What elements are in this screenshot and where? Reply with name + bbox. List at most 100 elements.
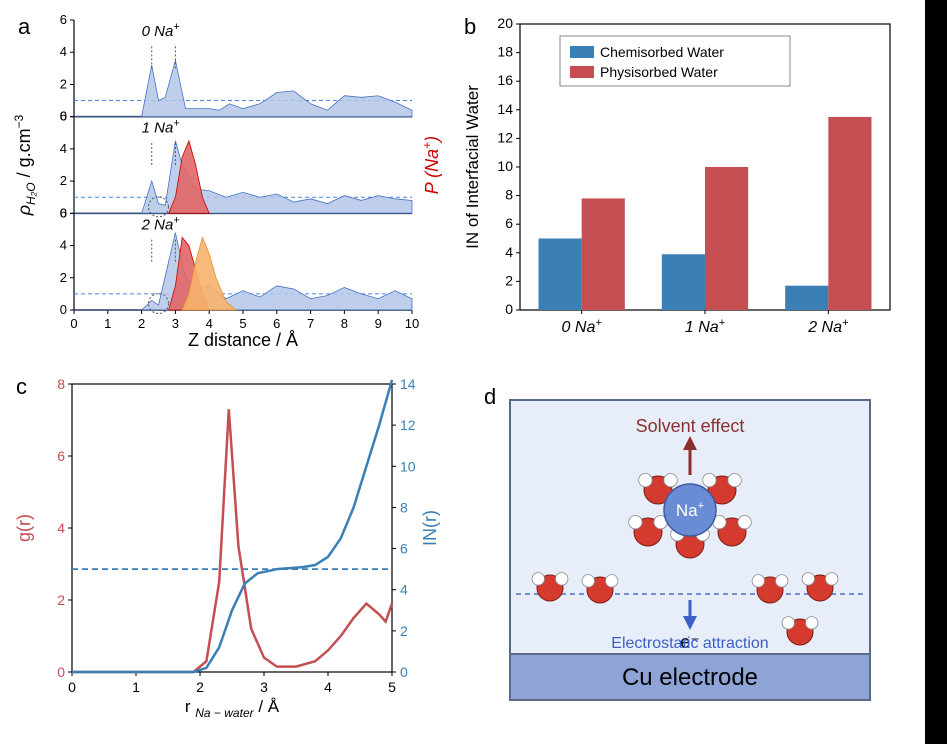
- svg-text:1: 1: [104, 316, 111, 331]
- svg-text:2: 2: [505, 272, 513, 288]
- panel-d: dCu electrodee⁻Solvent effectNa+Electros…: [480, 380, 900, 720]
- svg-text:5: 5: [388, 679, 396, 695]
- svg-text:4: 4: [400, 582, 408, 598]
- hydrogen-atom: [582, 575, 594, 587]
- bar-chemisorbed: [539, 239, 582, 311]
- svg-text:6: 6: [400, 541, 408, 557]
- svg-text:2: 2: [57, 592, 65, 608]
- svg-text:6: 6: [273, 316, 280, 331]
- density-plot: a ρH₂O / g.cm−3 P (Na+) Z distance / Å 0 2 4 6 0…: [12, 12, 452, 352]
- svg-text:3: 3: [172, 316, 179, 331]
- svg-text:12: 12: [497, 129, 513, 145]
- hydrogen-atom: [752, 575, 764, 587]
- svg-text:7: 7: [307, 316, 314, 331]
- hydrogen-atom: [775, 575, 787, 587]
- svg-text:8: 8: [400, 499, 408, 515]
- solvent-label: Solvent effect: [636, 416, 745, 436]
- y-label-right: P (Na+): [420, 136, 442, 194]
- svg-text:0: 0: [70, 316, 77, 331]
- svg-text:18: 18: [497, 44, 513, 60]
- svg-text:6: 6: [60, 109, 67, 124]
- svg-text:4: 4: [57, 520, 65, 536]
- svg-text:1: 1: [132, 679, 140, 695]
- subplot-label: 0 Na+: [142, 21, 181, 40]
- hydrogen-atom: [825, 573, 837, 585]
- electrostatic-label: Electrostatic attraction: [611, 635, 768, 652]
- svg-text:0: 0: [505, 301, 513, 317]
- bar-physisorbed: [582, 198, 625, 310]
- svg-text:16: 16: [497, 72, 513, 88]
- panel-label: c: [16, 374, 27, 399]
- hydrogen-atom: [703, 473, 716, 486]
- svg-text:2: 2: [60, 76, 67, 91]
- svg-text:4: 4: [60, 238, 67, 253]
- panel-label: b: [464, 14, 476, 39]
- bar-physisorbed: [828, 117, 871, 310]
- svg-text:8: 8: [57, 376, 65, 392]
- svg-text:4: 4: [206, 316, 213, 331]
- svg-text:9: 9: [375, 316, 382, 331]
- svg-text:12: 12: [400, 417, 416, 433]
- svg-text:10: 10: [497, 158, 513, 174]
- hydrogen-atom: [728, 473, 741, 486]
- hydrogen-atom: [532, 573, 544, 585]
- svg-text:5: 5: [239, 316, 246, 331]
- legend-item: Physisorbed Water: [600, 64, 718, 80]
- schematic-diagram: dCu electrodee⁻Solvent effectNa+Electros…: [480, 380, 900, 720]
- water-density: [74, 233, 412, 310]
- svg-text:2: 2: [400, 623, 408, 639]
- panel-b: b02468101214161820IN of Interfacial Wate…: [460, 12, 910, 352]
- svg-text:8: 8: [341, 316, 348, 331]
- svg-text:4: 4: [60, 44, 67, 59]
- bar-chemisorbed: [785, 286, 828, 310]
- hydrogen-atom: [805, 617, 817, 629]
- svg-text:14: 14: [497, 101, 513, 117]
- svg-text:6: 6: [60, 205, 67, 220]
- svg-text:1 Na+: 1 Na+: [685, 317, 726, 336]
- bar-chemisorbed: [662, 254, 705, 310]
- svg-text:2: 2: [60, 173, 67, 188]
- x-label: Z distance / Å: [188, 330, 298, 350]
- gr-curve: [72, 409, 392, 672]
- svg-text:0: 0: [400, 664, 408, 680]
- y-label: IN of Interfacial Water: [463, 85, 482, 249]
- panel-a: a ρH₂O / g.cm−3 P (Na+) Z distance / Å 0 2 4 6 0…: [12, 12, 452, 352]
- inr-curve: [72, 380, 392, 672]
- svg-text:2: 2: [60, 270, 67, 285]
- svg-text:4: 4: [505, 244, 513, 260]
- svg-text:14: 14: [400, 376, 416, 392]
- svg-text:6: 6: [57, 448, 65, 464]
- subplot-label: 2 Na+: [141, 214, 181, 233]
- svg-text:0: 0: [57, 664, 65, 680]
- hydrogen-atom: [782, 617, 794, 629]
- panel-c: c0123450246802468101214g(r)IN(r)r Na − w…: [12, 370, 452, 720]
- black-sidebar: [925, 0, 947, 744]
- hydrogen-atom: [802, 573, 814, 585]
- bar-physisorbed: [705, 167, 748, 310]
- panel-label: a: [18, 14, 31, 39]
- hydrogen-atom: [555, 573, 567, 585]
- rdf-plot: c0123450246802468101214g(r)IN(r)r Na − w…: [12, 370, 452, 720]
- bar-chart: b02468101214161820IN of Interfacial Wate…: [460, 12, 910, 352]
- svg-text:6: 6: [505, 215, 513, 231]
- svg-text:0: 0: [60, 302, 67, 317]
- svg-text:10: 10: [400, 458, 416, 474]
- svg-text:2: 2: [138, 316, 145, 331]
- legend-item: Chemisorbed Water: [600, 44, 724, 60]
- panel-label: d: [484, 384, 496, 409]
- svg-text:6: 6: [60, 12, 67, 27]
- hydrogen-atom: [605, 575, 617, 587]
- y-label-left: ρH₂O / g.cm−3: [12, 114, 38, 216]
- y-label-left: g(r): [14, 514, 34, 542]
- hydrogen-atom: [738, 515, 751, 528]
- water-density: [74, 141, 412, 214]
- svg-text:2: 2: [196, 679, 204, 695]
- hydrogen-atom: [629, 515, 642, 528]
- svg-text:4: 4: [324, 679, 332, 695]
- svg-text:20: 20: [497, 15, 513, 31]
- svg-text:3: 3: [260, 679, 268, 695]
- svg-text:2 Na+: 2 Na+: [807, 317, 849, 336]
- subplot-label: 1 Na+: [142, 118, 181, 137]
- svg-text:4: 4: [60, 141, 67, 156]
- electrode-label: Cu electrode: [622, 664, 758, 691]
